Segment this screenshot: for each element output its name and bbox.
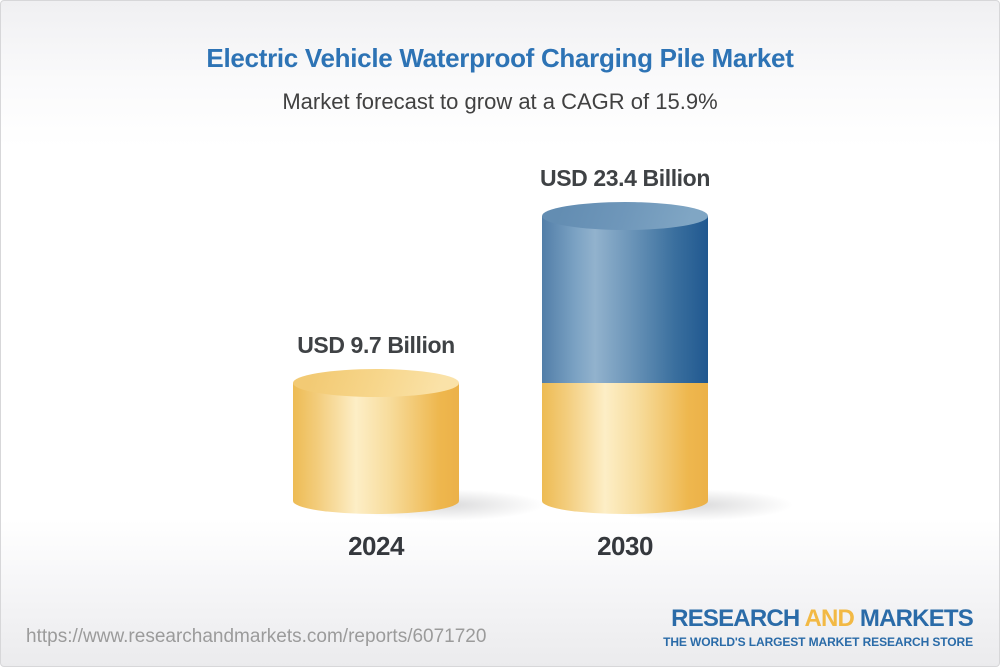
bar-2024-top-face [293,368,459,397]
logo-word-markets: MARKETS [859,605,974,632]
bar-2030-value-label: USD 23.4 Billion [540,164,710,191]
chart-subtitle: Market forecast to grow at a CAGR of 15.… [282,89,718,114]
research-and-markets-logo[interactable]: RESEARCH AND MARKETS THE WORLD'S LARGEST… [663,605,974,649]
bar-2030-base-segment [542,382,708,514]
bar-2030: USD 23.4 Billion 2030 [540,1,826,601]
report-url[interactable]: https://www.researchandmarkets.com/repor… [26,626,487,647]
logo-wordmark: RESEARCH AND MARKETS [663,605,974,633]
bar-2030-growth-segment [542,215,708,396]
logo-word-and: AND [804,605,855,632]
logo-tagline: THE WORLD'S LARGEST MARKET RESEARCH STOR… [663,635,973,649]
bar-2030-top-face [542,201,708,230]
bar-2024-value-label: USD 9.7 Billion [297,331,455,358]
bar-2030-year-label: 2030 [597,531,653,561]
bar-2024-year-label: 2024 [348,531,404,561]
chart-title: Electric Vehicle Waterproof Charging Pil… [206,43,794,73]
bar-2024-segment [293,382,459,514]
bar-2024: USD 9.7 Billion 2024 [293,1,577,601]
logo-word-research: RESEARCH [671,605,800,632]
